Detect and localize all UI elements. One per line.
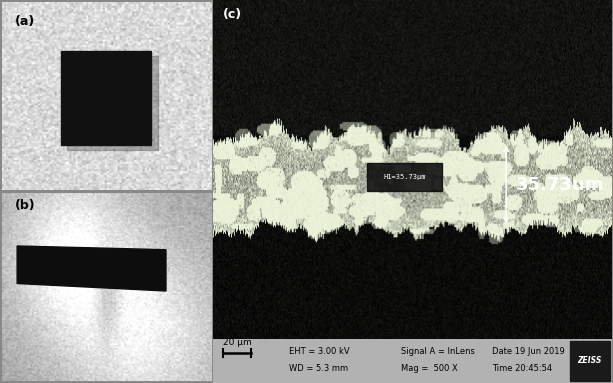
Text: EHT = 3.00 kV: EHT = 3.00 kV	[289, 347, 349, 356]
Text: WD = 5.3 mm: WD = 5.3 mm	[289, 364, 348, 373]
Text: 20 μm: 20 μm	[223, 338, 251, 347]
Text: 35.73um: 35.73um	[516, 176, 604, 194]
Text: (c): (c)	[223, 8, 242, 21]
Bar	[570, 341, 610, 381]
Text: Signal A = InLens: Signal A = InLens	[401, 347, 474, 356]
Text: (b): (b)	[15, 199, 36, 212]
Text: Mag =  500 X: Mag = 500 X	[401, 364, 457, 373]
Bar	[67, 56, 158, 150]
Bar	[367, 163, 443, 191]
Text: Time 20:45:54: Time 20:45:54	[492, 364, 552, 373]
Text: (a): (a)	[15, 15, 36, 28]
Bar	[61, 51, 151, 144]
Text: ZEISS: ZEISS	[577, 355, 602, 365]
Text: Date 19 Jun 2019: Date 19 Jun 2019	[492, 347, 565, 356]
Text: H1=35.73μm: H1=35.73μm	[383, 174, 426, 180]
Polygon shape	[17, 246, 166, 291]
